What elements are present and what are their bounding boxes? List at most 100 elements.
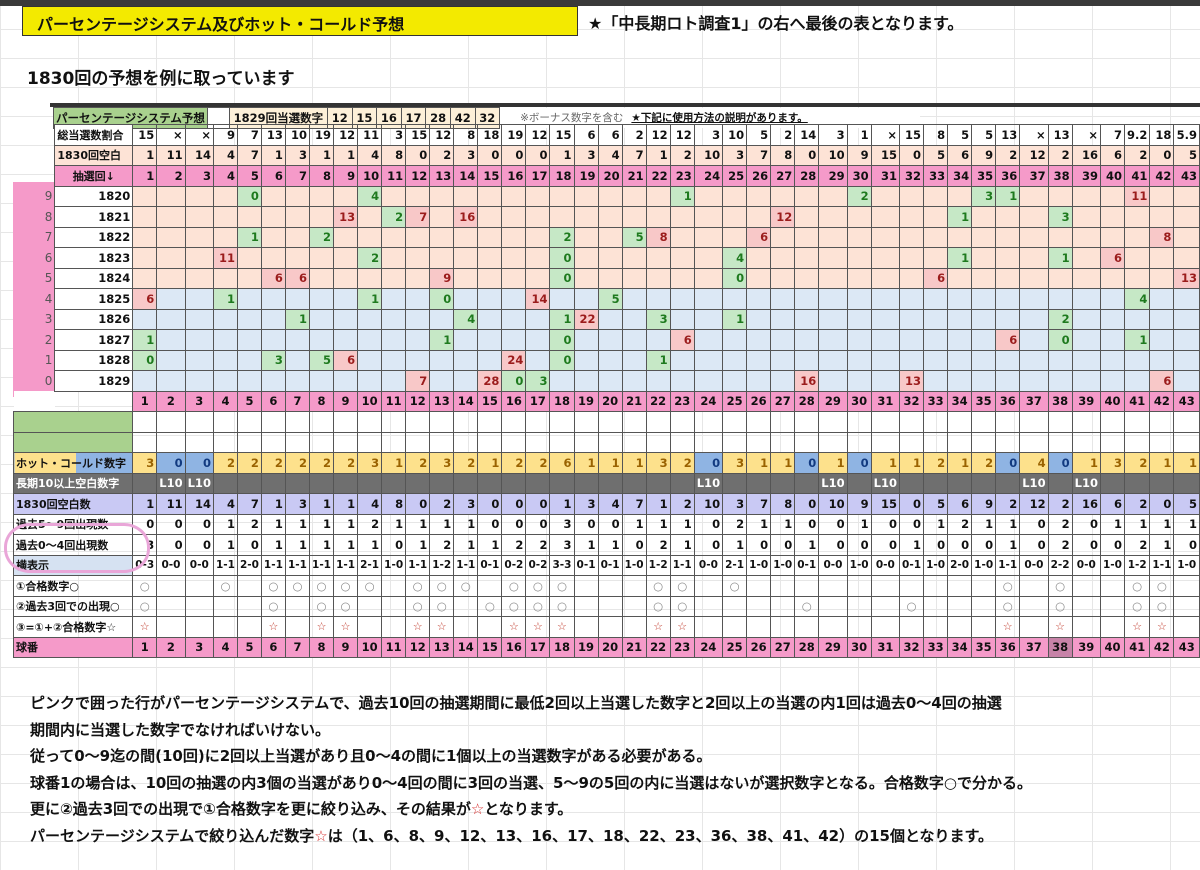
draw-round[interactable]: 1821: [54, 206, 134, 228]
empty-cell[interactable]: [770, 411, 796, 433]
empty-cell[interactable]: [549, 411, 575, 433]
hit-cell[interactable]: 11: [212, 247, 239, 269]
gap-count-row-cell[interactable]: 1: [549, 493, 575, 515]
hit-cell[interactable]: 16: [453, 206, 479, 228]
total-ratio-row-cell[interactable]: 6: [573, 124, 599, 146]
pass-row-cell[interactable]: [1019, 575, 1049, 597]
long-gap-row-cell[interactable]: [212, 472, 239, 494]
empty-cell[interactable]: [501, 329, 527, 351]
number-header-row-cell[interactable]: 43: [1173, 165, 1200, 187]
empty-cell[interactable]: [381, 308, 407, 330]
number-footer-row-cell[interactable]: 8: [308, 390, 335, 412]
ball-number-row-cell[interactable]: 41: [1124, 636, 1151, 658]
final-row-cell[interactable]: [453, 616, 479, 638]
gap-count-row-cell[interactable]: 9: [846, 493, 872, 515]
recent3-row-cell[interactable]: [1099, 595, 1126, 617]
hit-cell[interactable]: 1: [237, 226, 262, 248]
ball-number-row-cell[interactable]: 21: [621, 636, 647, 658]
empty-cell[interactable]: [722, 226, 748, 248]
hit-cell[interactable]: 0: [722, 267, 748, 289]
pass-row-cell[interactable]: ○: [669, 575, 695, 597]
gap-row-cell[interactable]: 5: [923, 144, 949, 166]
recent3-row-cell[interactable]: [947, 595, 973, 617]
past-0-4-row-cell[interactable]: 0: [746, 534, 772, 556]
past-5-9-row-cell[interactable]: 1: [621, 513, 647, 535]
horizontal-row-cell[interactable]: 0-3: [132, 554, 158, 576]
hit-cell[interactable]: 3: [645, 308, 671, 330]
empty-cell[interactable]: [645, 370, 671, 392]
pass-row-cell[interactable]: [477, 575, 503, 597]
hit-cell[interactable]: 3: [525, 370, 551, 392]
empty-cell[interactable]: [573, 226, 599, 248]
final-row-cell[interactable]: [818, 616, 848, 638]
ball-number-row-cell[interactable]: 6: [260, 636, 286, 658]
past-0-4-row-cell[interactable]: 1: [995, 534, 1021, 556]
gap-count-row-cell[interactable]: 3: [284, 493, 310, 515]
number-header-row-cell[interactable]: 37: [1019, 165, 1049, 187]
past-0-4-row-cell[interactable]: 1: [284, 534, 310, 556]
empty-cell[interactable]: [260, 288, 286, 310]
long-gap-row-cell[interactable]: L10: [818, 472, 848, 494]
total-ratio-row-cell[interactable]: 12: [669, 124, 695, 146]
hot-cold-row-cell[interactable]: 3: [722, 452, 748, 474]
empty-cell[interactable]: [947, 411, 973, 433]
gap-count-row-cell[interactable]: 2: [995, 493, 1021, 515]
empty-cell[interactable]: [237, 308, 262, 330]
past-0-4-row-cell[interactable]: 1: [453, 534, 479, 556]
empty-cell[interactable]: [746, 411, 772, 433]
empty-cell[interactable]: [1047, 267, 1073, 289]
empty-cell[interactable]: [870, 185, 901, 207]
note-line-2[interactable]: 期間内に当選した数字でなければいけない。: [30, 720, 331, 739]
ball-number-row-cell[interactable]: 27: [770, 636, 796, 658]
empty-cell[interactable]: [184, 206, 214, 228]
empty-cell[interactable]: [453, 431, 479, 453]
empty-cell[interactable]: [1047, 411, 1073, 433]
final-row-cell[interactable]: ☆: [1124, 616, 1151, 638]
gap-row-cell[interactable]: 0: [898, 144, 925, 166]
gap-row-cell[interactable]: 10: [818, 144, 848, 166]
recent3-row-cell[interactable]: ○: [405, 595, 431, 617]
draw-round[interactable]: 1827: [54, 329, 134, 351]
long-gap-row-cell[interactable]: [746, 472, 772, 494]
gap-row-label[interactable]: 1830回空白: [54, 144, 134, 166]
ball-number-row-cell[interactable]: 33: [923, 636, 949, 658]
recent3-row-cell[interactable]: [722, 595, 748, 617]
past-5-9-row-cell[interactable]: 0: [132, 513, 158, 535]
ball-number-row-cell[interactable]: 38: [1047, 636, 1073, 658]
gap-count-row-cell[interactable]: 6: [947, 493, 973, 515]
long-gap-row-cell[interactable]: [357, 472, 383, 494]
number-footer-row-cell[interactable]: 29: [818, 390, 848, 412]
hot-cold-row-cell[interactable]: 2: [237, 452, 262, 474]
hit-cell[interactable]: 22: [573, 308, 599, 330]
empty-cell[interactable]: [870, 308, 901, 330]
past-0-4-row-cell[interactable]: 1: [597, 534, 623, 556]
empty-cell[interactable]: [669, 308, 695, 330]
empty-cell[interactable]: [621, 411, 647, 433]
pass-row-cell[interactable]: ○: [645, 575, 671, 597]
empty-cell[interactable]: [381, 411, 407, 433]
total-ratio-row-cell[interactable]: 15: [898, 124, 925, 146]
empty-cell[interactable]: [429, 247, 455, 269]
past-0-4-row-cell[interactable]: 1: [405, 534, 431, 556]
gap-row-cell[interactable]: 4: [212, 144, 239, 166]
number-footer-row-cell[interactable]: 41: [1124, 390, 1151, 412]
empty-cell[interactable]: [405, 185, 431, 207]
empty-cell[interactable]: [525, 431, 551, 453]
number-footer-row-cell[interactable]: 40: [1099, 390, 1126, 412]
recent3-row-cell[interactable]: [284, 595, 310, 617]
gap-count-row-cell[interactable]: 4: [597, 493, 623, 515]
empty-cell[interactable]: [453, 349, 479, 371]
long-gap-row-cell[interactable]: [1149, 472, 1175, 494]
empty-cell[interactable]: [746, 185, 772, 207]
empty-cell[interactable]: [1173, 247, 1200, 269]
horizontal-row-cell[interactable]: 0-1: [573, 554, 599, 576]
hit-cell[interactable]: 1: [1124, 329, 1151, 351]
hit-cell[interactable]: 0: [132, 349, 158, 371]
long-gap-row-cell[interactable]: L10: [1019, 472, 1049, 494]
empty-cell[interactable]: [947, 267, 973, 289]
empty-cell[interactable]: [573, 370, 599, 392]
ball-number-row-cell[interactable]: 36: [995, 636, 1021, 658]
long-gap-row-cell[interactable]: [453, 472, 479, 494]
pass-row-cell[interactable]: [237, 575, 262, 597]
number-header-row-cell[interactable]: 14: [453, 165, 479, 187]
